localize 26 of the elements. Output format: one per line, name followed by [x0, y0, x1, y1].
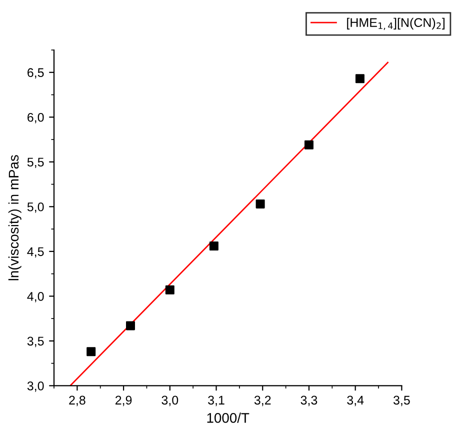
x-tick-label: 3,3 — [300, 396, 318, 406]
point — [165, 285, 174, 294]
x-tick-label: 3,2 — [254, 396, 271, 406]
point — [126, 321, 135, 330]
point — [355, 74, 364, 84]
point — [256, 199, 265, 208]
y-tick-label: 6,5 — [28, 68, 44, 79]
x-tick-label: 3,1 — [208, 396, 224, 406]
point — [304, 140, 314, 150]
x-tick-label: 2,9 — [115, 396, 132, 406]
y-tick-label: 5,0 — [27, 202, 44, 213]
y-tick-label: 5,5 — [27, 158, 44, 168]
y-tick-label: 4,5 — [27, 247, 44, 258]
y-tick-label: 3,0 — [27, 382, 44, 392]
point — [209, 242, 218, 251]
x-tick-label: 2,8 — [69, 396, 86, 406]
x-tick-label: 3,5 — [393, 396, 410, 406]
x-axis-title: 1000/T — [207, 412, 250, 423]
y-tick-label: 6,0 — [28, 112, 44, 124]
x-tick-label: 3,0 — [162, 396, 178, 406]
y-tick-label: 4,0 — [27, 292, 44, 302]
x-tick-label: 3,4 — [347, 396, 364, 406]
point — [86, 347, 96, 356]
legend-label: [HME$_{1,4}$][N(CN)$_{2}$] — [347, 18, 444, 30]
y-tick-label: 3,5 — [27, 336, 44, 348]
y-axis-title: ln(viscosity) in mPas — [8, 155, 22, 280]
